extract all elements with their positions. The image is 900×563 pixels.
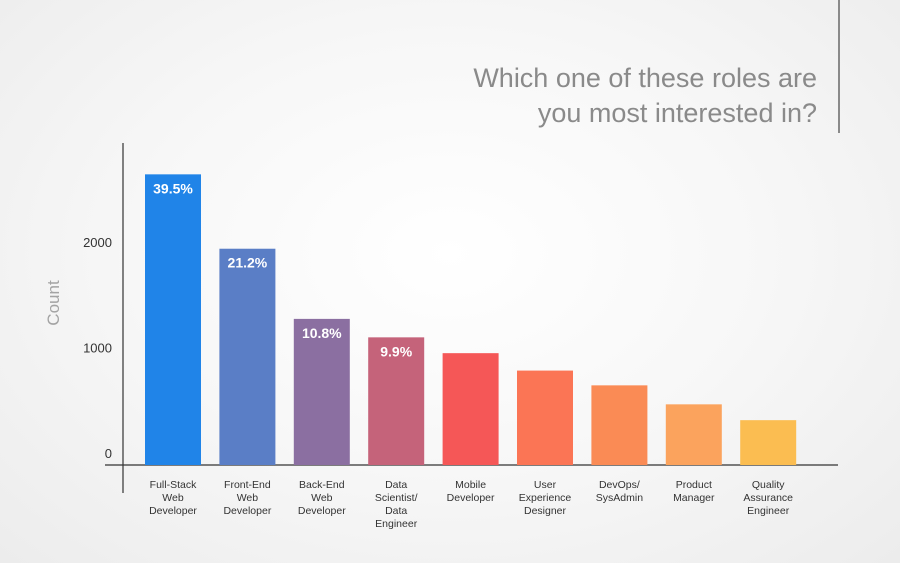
- y-axis-label: Count: [44, 280, 63, 326]
- x-tick-label: Quality Assurance Engineer: [743, 479, 793, 517]
- x-tick-label-line: Designer: [524, 505, 567, 517]
- bar: [517, 370, 573, 465]
- x-tick-label-line: Mobile: [455, 479, 486, 491]
- x-tick-label: Back-End Web Developer: [298, 479, 346, 517]
- x-tick-label-line: Manager: [673, 492, 715, 504]
- x-tick-label-line: Engineer: [747, 505, 790, 517]
- chart-title: Which one of these roles are you most in…: [473, 63, 817, 128]
- x-tick-label-line: Quality: [752, 479, 785, 491]
- bar: [368, 337, 425, 465]
- bars: [145, 174, 797, 465]
- x-tick-label-line: DevOps/: [599, 479, 640, 491]
- x-tick-label-line: Product: [676, 479, 712, 491]
- y-ticks: 0 1000 2000: [83, 235, 112, 461]
- x-tick-label-line: Experience: [519, 492, 572, 504]
- x-tick-label-line: Engineer: [375, 518, 418, 530]
- x-tick-label-line: Developer: [223, 505, 271, 517]
- bar-value-label: 10.8%: [302, 325, 342, 341]
- x-tick-label-line: Developer: [447, 492, 495, 504]
- x-tick-label: DevOps/SysAdmin: [596, 479, 643, 504]
- x-tick-label: Front-End Web Developer: [223, 479, 271, 517]
- bar: [665, 404, 722, 465]
- x-tick-label-line: Full-Stack: [150, 479, 197, 491]
- bar: [293, 318, 350, 465]
- x-tick-label: Full-Stack Web Developer: [149, 479, 197, 517]
- bar: [219, 248, 276, 465]
- x-tick-label-line: Developer: [149, 505, 197, 517]
- y-tick-label: 2000: [83, 235, 112, 250]
- bar: [591, 385, 648, 465]
- chart-title-line-2: you most interested in?: [538, 98, 817, 128]
- x-tick-label-line: Data: [385, 505, 407, 517]
- y-tick-label: 0: [105, 446, 112, 461]
- x-tick-label-line: Data: [385, 479, 407, 491]
- x-tick-label-line: Developer: [298, 505, 346, 517]
- bar: [442, 353, 499, 465]
- x-tick-label-line: Web: [237, 492, 259, 504]
- bar: [145, 174, 201, 465]
- bar-labels: 39.5% 21.2% 10.8% 9.9%: [153, 180, 413, 359]
- y-tick-label: 1000: [83, 341, 112, 356]
- bar-value-label: 9.9%: [380, 343, 412, 359]
- x-tick-label: Data Scientist/Data Engineer: [375, 479, 418, 530]
- x-tick-label: Product Manager: [673, 479, 715, 504]
- x-tick-label: Mobile Developer: [447, 479, 495, 504]
- x-tick-label-line: User: [534, 479, 557, 491]
- bar-value-label: 21.2%: [228, 255, 268, 271]
- x-tick-label-line: SysAdmin: [596, 492, 643, 504]
- x-tick-label-line: Back-End: [299, 479, 345, 491]
- x-tick-label-line: Scientist/: [375, 492, 418, 504]
- x-tick-label-line: Web: [162, 492, 184, 504]
- bar-value-label: 39.5%: [153, 180, 193, 196]
- x-tick-label-line: Web: [311, 492, 333, 504]
- x-tick-label-line: Front-End: [224, 479, 271, 491]
- chart-title-line-1: Which one of these roles are: [473, 63, 817, 93]
- x-tick-label: User Experience Designer: [519, 479, 572, 517]
- x-tick-label-line: Assurance: [743, 492, 793, 504]
- bar: [740, 420, 797, 465]
